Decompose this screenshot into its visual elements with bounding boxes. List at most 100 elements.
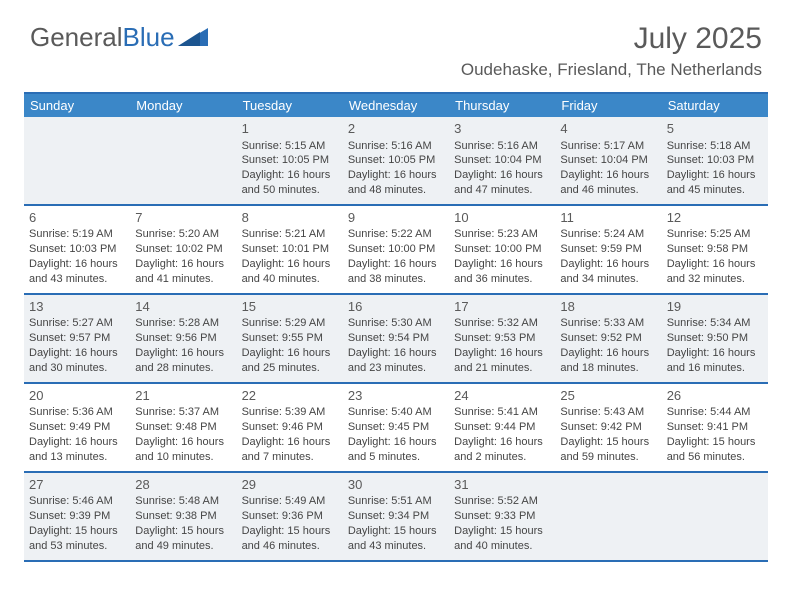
day-cell: 30Sunrise: 5:51 AMSunset: 9:34 PMDayligh… [343,473,449,560]
daylight-text: Daylight: 15 hours and 40 minutes. [454,524,550,554]
day-number: 24 [454,387,550,405]
day-number: 15 [242,298,338,316]
sunset-text: Sunset: 9:57 PM [29,331,125,346]
week-row: 13Sunrise: 5:27 AMSunset: 9:57 PMDayligh… [24,295,768,384]
sunset-text: Sunset: 9:55 PM [242,331,338,346]
day-number: 20 [29,387,125,405]
day-cell: 12Sunrise: 5:25 AMSunset: 9:58 PMDayligh… [662,206,768,293]
day-number: 30 [348,476,444,494]
calendar-table: Sunday Monday Tuesday Wednesday Thursday… [24,92,768,562]
day-cell: 14Sunrise: 5:28 AMSunset: 9:56 PMDayligh… [130,295,236,382]
sunset-text: Sunset: 9:33 PM [454,509,550,524]
sunrise-text: Sunrise: 5:39 AM [242,405,338,420]
day-cell: 7Sunrise: 5:20 AMSunset: 10:02 PMDayligh… [130,206,236,293]
daylight-text: Daylight: 16 hours and 10 minutes. [135,435,231,465]
sunset-text: Sunset: 10:03 PM [29,242,125,257]
day-cell: 22Sunrise: 5:39 AMSunset: 9:46 PMDayligh… [237,384,343,471]
sunset-text: Sunset: 9:49 PM [29,420,125,435]
sunset-text: Sunset: 9:39 PM [29,509,125,524]
daylight-text: Daylight: 16 hours and 34 minutes. [560,257,656,287]
sunset-text: Sunset: 10:04 PM [560,153,656,168]
day-cell: 3Sunrise: 5:16 AMSunset: 10:04 PMDayligh… [449,117,555,204]
sunrise-text: Sunrise: 5:34 AM [667,316,763,331]
sunset-text: Sunset: 9:34 PM [348,509,444,524]
sunset-text: Sunset: 9:52 PM [560,331,656,346]
weeks-container: 1Sunrise: 5:15 AMSunset: 10:05 PMDayligh… [24,117,768,562]
day-number: 26 [667,387,763,405]
daylight-text: Daylight: 16 hours and 7 minutes. [242,435,338,465]
sunrise-text: Sunrise: 5:30 AM [348,316,444,331]
day-number: 16 [348,298,444,316]
daylight-text: Daylight: 16 hours and 32 minutes. [667,257,763,287]
sunrise-text: Sunrise: 5:27 AM [29,316,125,331]
day-cell: 27Sunrise: 5:46 AMSunset: 9:39 PMDayligh… [24,473,130,560]
sunrise-text: Sunrise: 5:49 AM [242,494,338,509]
day-number: 7 [135,209,231,227]
day-cell [662,473,768,560]
sunrise-text: Sunrise: 5:16 AM [348,139,444,154]
sunrise-text: Sunrise: 5:52 AM [454,494,550,509]
day-cell: 9Sunrise: 5:22 AMSunset: 10:00 PMDayligh… [343,206,449,293]
sunrise-text: Sunrise: 5:21 AM [242,227,338,242]
sunrise-text: Sunrise: 5:28 AM [135,316,231,331]
sunset-text: Sunset: 9:38 PM [135,509,231,524]
sunset-text: Sunset: 10:00 PM [454,242,550,257]
weekday-header: Saturday [662,94,768,117]
daylight-text: Daylight: 16 hours and 46 minutes. [560,168,656,198]
day-number: 10 [454,209,550,227]
sunrise-text: Sunrise: 5:43 AM [560,405,656,420]
day-number: 6 [29,209,125,227]
daylight-text: Daylight: 16 hours and 5 minutes. [348,435,444,465]
sunrise-text: Sunrise: 5:48 AM [135,494,231,509]
week-row: 6Sunrise: 5:19 AMSunset: 10:03 PMDayligh… [24,206,768,295]
sunrise-text: Sunrise: 5:51 AM [348,494,444,509]
sunrise-text: Sunrise: 5:36 AM [29,405,125,420]
day-cell: 19Sunrise: 5:34 AMSunset: 9:50 PMDayligh… [662,295,768,382]
day-cell: 11Sunrise: 5:24 AMSunset: 9:59 PMDayligh… [555,206,661,293]
day-number: 8 [242,209,338,227]
sunset-text: Sunset: 10:05 PM [242,153,338,168]
weekday-header: Sunday [24,94,130,117]
sunset-text: Sunset: 9:44 PM [454,420,550,435]
daylight-text: Daylight: 16 hours and 43 minutes. [29,257,125,287]
weekday-header: Monday [130,94,236,117]
sunrise-text: Sunrise: 5:23 AM [454,227,550,242]
daylight-text: Daylight: 15 hours and 59 minutes. [560,435,656,465]
title-block: July 2025 Oudehaske, Friesland, The Neth… [461,22,762,80]
logo-text-2: Blue [123,22,175,53]
week-row: 27Sunrise: 5:46 AMSunset: 9:39 PMDayligh… [24,473,768,562]
daylight-text: Daylight: 16 hours and 28 minutes. [135,346,231,376]
daylight-text: Daylight: 16 hours and 38 minutes. [348,257,444,287]
day-cell: 4Sunrise: 5:17 AMSunset: 10:04 PMDayligh… [555,117,661,204]
daylight-text: Daylight: 16 hours and 47 minutes. [454,168,550,198]
day-cell: 5Sunrise: 5:18 AMSunset: 10:03 PMDayligh… [662,117,768,204]
logo-triangle-icon [178,22,208,53]
day-cell: 18Sunrise: 5:33 AMSunset: 9:52 PMDayligh… [555,295,661,382]
weekday-header: Friday [555,94,661,117]
day-cell: 6Sunrise: 5:19 AMSunset: 10:03 PMDayligh… [24,206,130,293]
daylight-text: Daylight: 16 hours and 41 minutes. [135,257,231,287]
daylight-text: Daylight: 15 hours and 46 minutes. [242,524,338,554]
day-number: 28 [135,476,231,494]
sunrise-text: Sunrise: 5:29 AM [242,316,338,331]
sunrise-text: Sunrise: 5:18 AM [667,139,763,154]
day-number: 21 [135,387,231,405]
sunrise-text: Sunrise: 5:16 AM [454,139,550,154]
month-title: July 2025 [461,22,762,56]
daylight-text: Daylight: 16 hours and 16 minutes. [667,346,763,376]
daylight-text: Daylight: 15 hours and 56 minutes. [667,435,763,465]
weekday-header: Wednesday [343,94,449,117]
day-number: 19 [667,298,763,316]
sunrise-text: Sunrise: 5:25 AM [667,227,763,242]
day-number: 2 [348,120,444,138]
sunset-text: Sunset: 9:46 PM [242,420,338,435]
sunset-text: Sunset: 9:50 PM [667,331,763,346]
day-number: 1 [242,120,338,138]
weekday-header: Tuesday [237,94,343,117]
day-number: 11 [560,209,656,227]
day-cell: 16Sunrise: 5:30 AMSunset: 9:54 PMDayligh… [343,295,449,382]
daylight-text: Daylight: 16 hours and 13 minutes. [29,435,125,465]
sunrise-text: Sunrise: 5:22 AM [348,227,444,242]
daylight-text: Daylight: 16 hours and 18 minutes. [560,346,656,376]
daylight-text: Daylight: 16 hours and 25 minutes. [242,346,338,376]
